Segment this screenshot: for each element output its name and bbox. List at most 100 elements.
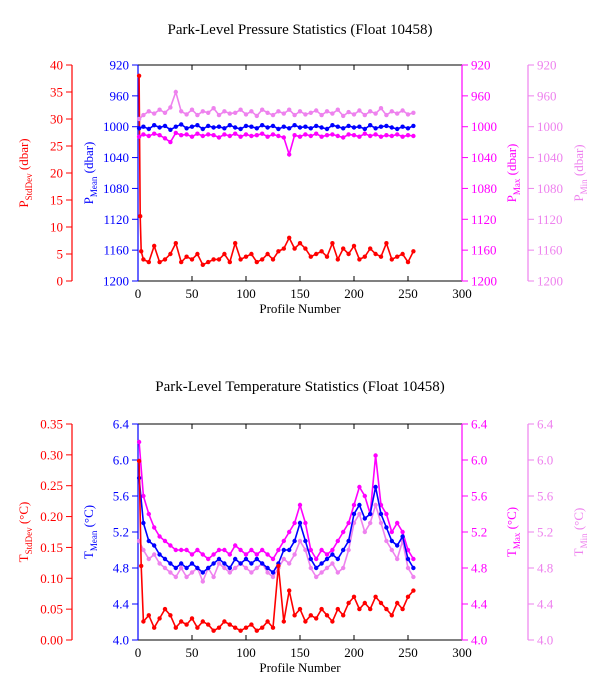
pressure-max-axis-tick-label: 1040	[471, 150, 497, 165]
temperature-series-sd-point	[346, 600, 351, 606]
pressure-min-axis-tick-label: 1080	[537, 181, 563, 196]
temperature-series-mean-point	[384, 525, 389, 530]
pressure-series-sd-point	[308, 254, 313, 259]
pressure-series-max	[136, 130, 416, 158]
pressure-series-min-point	[206, 110, 211, 116]
temperature-series-mean-point	[395, 543, 400, 548]
pressure-x-axis-label: Profile Number	[259, 301, 341, 316]
pressure-series-mean-point	[136, 126, 142, 131]
temperature-series-sd-point	[152, 625, 157, 630]
pressure-series-sd-point	[222, 251, 227, 257]
pressure-series-mean-point	[319, 125, 324, 130]
temperature-series-sd-point	[233, 625, 238, 630]
pressure-mean-axis-tick-label: 1080	[103, 181, 129, 196]
temperature-series-sd-point	[384, 606, 389, 612]
pressure-series-max-point	[297, 134, 303, 139]
pressure-series-mean-point	[206, 123, 211, 129]
pressure-series-max-point	[173, 130, 178, 136]
pressure-series-max-point	[216, 135, 222, 140]
temperature-series-min-point	[373, 502, 378, 508]
pressure-series-min-point	[335, 107, 340, 112]
temperature-series-min-point	[308, 565, 313, 571]
pressure-max-axis-label: PMax (dbar)	[504, 144, 522, 203]
temperature-series-min-point	[281, 556, 286, 562]
pressure-series-min-point	[395, 111, 400, 116]
temperature-series-sd-point	[357, 606, 362, 612]
pressure-mean-axis-tick-label: 1040	[103, 150, 129, 165]
temperature-series-sd-point	[373, 594, 378, 599]
pressure-series-min-point	[368, 109, 373, 114]
temperature-series-min-point	[233, 565, 238, 571]
temperature-series-max-point	[395, 520, 400, 526]
temperature-series-max-point	[292, 520, 297, 526]
pressure-series-max-point	[281, 135, 286, 140]
temperature-series-mean-point	[330, 552, 335, 557]
pressure-series-sd-point	[270, 257, 276, 262]
temperature-series-sd-point	[314, 616, 319, 621]
pressure-max-axis-tick-label: 920	[471, 58, 491, 73]
pressure-series-max-point	[346, 132, 351, 137]
pressure-series-min-point	[195, 112, 200, 118]
temperature-series-sd-point	[276, 563, 281, 569]
temperature-series-min-point	[168, 570, 173, 575]
temperature-series-mean-point	[411, 565, 416, 571]
pressure-series-mean-point	[335, 124, 340, 129]
pressure-series-min-point	[211, 106, 216, 111]
pressure-sd-axis-tick-label: 0	[57, 274, 64, 289]
pressure-series-max-point	[233, 131, 238, 136]
temperature-series-mean-point	[222, 561, 227, 566]
pressure-max-axis-tick-label: 1200	[471, 274, 497, 289]
pressure-series-mean-point	[200, 126, 205, 132]
pressure-series-mean-point	[162, 123, 168, 129]
pressure-series-min-point	[157, 107, 162, 112]
pressure-series-sd-point	[384, 241, 389, 246]
pressure-series-sd-point	[389, 257, 394, 262]
temperature-series-mean-point	[281, 547, 286, 553]
temperature-series-max-point	[324, 552, 330, 557]
temperature-mean-axis-tick-label: 4.8	[113, 561, 129, 576]
pressure-series-max-point	[162, 136, 168, 141]
temperature-series-max-point	[157, 534, 162, 539]
temperature-series-mean-point	[260, 561, 265, 566]
pressure-x-tick-label: 0	[135, 286, 142, 301]
pressure-series-sd-point	[227, 259, 232, 265]
pressure-series-sd-point	[139, 249, 144, 254]
pressure-series-max-point	[368, 133, 373, 139]
pressure-series-min-point	[297, 109, 303, 114]
pressure-series-min-point	[324, 109, 330, 114]
temperature-min-axis-tick-label: 5.6	[537, 489, 554, 504]
pressure-series-min-point	[189, 107, 195, 112]
temperature-series-sd-point	[260, 625, 265, 630]
temperature-sd-axis-tick-label: 0.00	[40, 633, 63, 648]
pressure-series-max-point	[152, 131, 157, 136]
pressure-series-min-point	[384, 112, 389, 118]
pressure-sd-axis-tick-label: 25	[50, 139, 63, 154]
pressure-series-max-point	[384, 133, 389, 138]
pressure-x-tick-label: 250	[398, 286, 418, 301]
pressure-series-sd-point	[254, 259, 259, 265]
pressure-series-max-point	[260, 131, 265, 136]
temperature-series-mean-point	[179, 561, 184, 566]
temperature-series-sd-point	[400, 606, 405, 612]
temperature-series-max-point	[184, 547, 189, 553]
pressure-series-sd-point	[249, 251, 254, 257]
temperature-series-sd-point	[168, 613, 173, 618]
temperature-series-max	[136, 439, 416, 562]
pressure-mean-axis-tick-label: 1200	[103, 274, 129, 289]
pressure-series-sd-point	[216, 257, 222, 262]
pressure-series-max-point	[211, 133, 216, 138]
temperature-series-mean-point	[351, 511, 357, 517]
temperature-series-min-point	[330, 561, 335, 566]
temperature-series-sd-point	[378, 600, 384, 606]
temperature-series-min-point	[222, 565, 227, 571]
temperature-series-min-point	[292, 552, 297, 557]
temperature-min-axis-tick-label: 4.4	[537, 597, 554, 612]
pressure-series-mean-point	[351, 125, 357, 130]
pressure-series-max-point	[157, 133, 162, 138]
temperature-max-axis-tick-label: 4.8	[471, 561, 487, 576]
temperature-series-mean-point	[265, 565, 270, 571]
temperature-series-max-point	[260, 547, 265, 553]
pressure-series-min-point	[179, 109, 184, 114]
pressure-series-sd-point	[351, 243, 357, 249]
pressure-sd-axis-label: PStdDev (dbar)	[16, 138, 34, 207]
